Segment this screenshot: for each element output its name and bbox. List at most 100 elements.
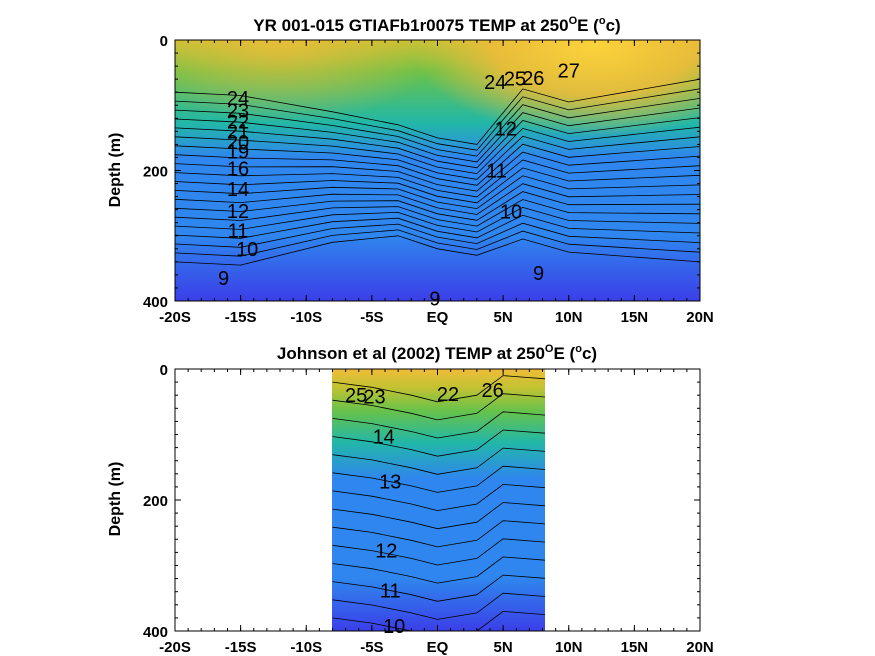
contour-line <box>175 229 700 257</box>
contour-line <box>175 98 700 157</box>
contour-label: 24 <box>227 88 249 110</box>
contour-label: 22 <box>227 112 249 134</box>
top-contour-lines <box>175 78 700 266</box>
contour-line <box>175 117 700 169</box>
contour-label: 25 <box>504 68 526 90</box>
contour-label: 26 <box>482 380 504 402</box>
contour-label: 13 <box>379 472 401 494</box>
x-tick-label: -15S <box>225 639 257 656</box>
y-tick-label: 400 <box>143 294 168 311</box>
x-tick-label: 20N <box>686 639 714 656</box>
contour-label: 10 <box>236 239 258 261</box>
contour-label: 19 <box>227 142 249 164</box>
y-tick-label: 0 <box>160 362 168 379</box>
contour-line <box>332 574 545 602</box>
contour-line <box>332 538 545 566</box>
contour-line <box>332 411 545 439</box>
top-title: YR 001-015 GTIAFb1r0075 TEMP at 250OE (o… <box>253 15 620 35</box>
contour-line <box>332 556 545 584</box>
top-panel: YR 001-015 GTIAFb1r0075 TEMP at 250OE (o… <box>107 15 714 326</box>
x-tick-label: EQ <box>427 639 449 656</box>
y-tick-label: 0 <box>160 33 168 50</box>
contour-line <box>175 214 700 239</box>
bottom-title: Johnson et al (2002) TEMP at 250OE (oc) <box>277 343 597 363</box>
contour-label: 14 <box>227 179 249 201</box>
top-x-ticks: -20S -15S -10S -5S EQ 5N 10N 15N 20N <box>159 40 714 326</box>
contour-label: 25 <box>345 385 367 407</box>
x-tick-label: 10N <box>555 309 583 326</box>
contour-line <box>332 520 545 548</box>
top-heatmap-field <box>175 40 700 301</box>
contour-line <box>175 222 700 248</box>
x-tick-label: -10S <box>290 309 322 326</box>
x-tick-label: EQ <box>427 309 449 326</box>
contour-label: 16 <box>227 159 249 181</box>
bottom-y-axis-label: Depth (m) <box>107 462 124 537</box>
contour-label: 9 <box>218 268 229 290</box>
x-tick-label: -5S <box>360 639 383 656</box>
top-y-axis-label: Depth (m) <box>107 133 124 208</box>
x-tick-label: 10N <box>555 639 583 656</box>
contour-line <box>175 88 700 151</box>
contour-line <box>332 393 545 421</box>
contour-label: 12 <box>375 540 397 562</box>
y-tick-label: 400 <box>143 624 168 641</box>
contour-label: 9 <box>429 288 440 310</box>
contour-label: 24 <box>484 72 506 94</box>
x-tick-label: 20N <box>686 309 714 326</box>
contour-label: 11 <box>380 580 401 602</box>
contour-line <box>175 167 700 204</box>
y-tick-label: 200 <box>143 164 168 181</box>
x-tick-label: 5N <box>494 639 513 656</box>
x-tick-label: 15N <box>621 639 649 656</box>
contour-line <box>175 183 700 215</box>
x-tick-label: 15N <box>621 309 649 326</box>
contour-line <box>175 159 700 198</box>
bottom-heatmap-field <box>332 369 545 631</box>
contour-line <box>175 191 700 221</box>
x-tick-label: -10S <box>290 639 322 656</box>
x-tick-label: -5S <box>360 309 383 326</box>
bottom-x-ticks: -20S -15S -10S -5S EQ 5N 10N 15N 20N <box>159 369 714 656</box>
contour-line <box>332 429 545 457</box>
contour-line <box>175 235 700 266</box>
contour-label: 23 <box>227 100 249 122</box>
contour-label: 22 <box>437 384 459 406</box>
contour-label: 12 <box>495 119 517 141</box>
contour-label: 10 <box>500 202 522 224</box>
contour-label: 12 <box>227 201 249 223</box>
contour-line <box>332 610 545 631</box>
contour-line <box>332 375 545 403</box>
contour-line <box>332 502 545 530</box>
contour-label: 14 <box>373 426 395 448</box>
x-tick-label: -20S <box>159 639 191 656</box>
contour-label: 21 <box>227 121 249 143</box>
contour-line <box>175 126 700 175</box>
contour-label: 10 <box>383 616 405 638</box>
contour-label: 26 <box>522 68 544 90</box>
y-tick-label: 200 <box>143 493 168 510</box>
contour-line <box>175 78 700 145</box>
bottom-y-ticks: 0 200 400 <box>143 362 700 641</box>
bottom-panel: Johnson et al (2002) TEMP at 250OE (oc) … <box>107 343 714 656</box>
contour-line <box>175 107 700 163</box>
x-tick-label: -15S <box>225 309 257 326</box>
contour-label: 11 <box>486 161 507 183</box>
contour-line <box>175 175 700 210</box>
contour-label: 20 <box>227 132 249 154</box>
contour-label: 23 <box>363 387 385 409</box>
contour-label: 11 <box>228 221 249 243</box>
contour-label: 9 <box>533 263 544 285</box>
bottom-contour-lines <box>332 375 545 631</box>
contour-line <box>175 199 700 227</box>
contour-line <box>332 483 545 512</box>
contour-line <box>332 465 545 493</box>
top-y-ticks: 0 200 400 <box>143 33 700 311</box>
contour-line <box>175 143 700 186</box>
contour-line <box>175 151 700 192</box>
contour-line <box>332 447 545 475</box>
contour-label: 27 <box>558 61 580 83</box>
